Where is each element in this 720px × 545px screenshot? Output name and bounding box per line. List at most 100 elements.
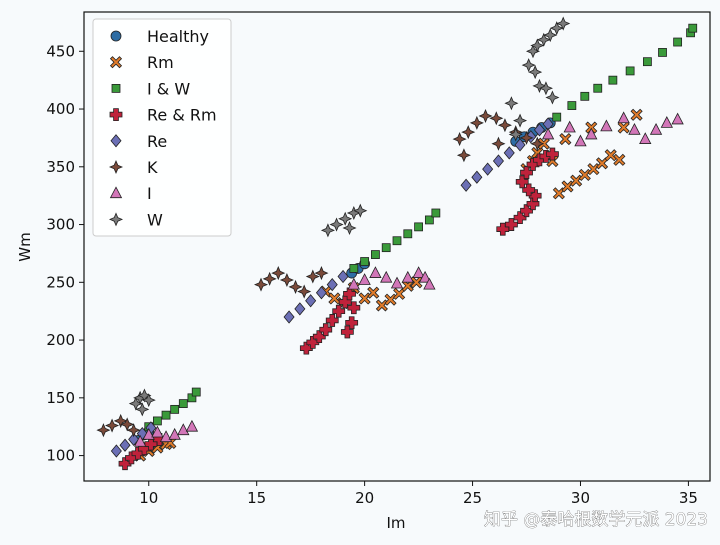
data-point [552,187,565,200]
data-point [345,316,359,330]
data-point [142,427,155,440]
data-point [521,58,536,73]
data-point [452,132,467,147]
data-point [578,168,591,181]
data-point [489,111,504,126]
data-point [559,133,572,146]
data-point [403,229,413,239]
legend-marker [108,159,124,175]
data-point [567,101,577,110]
data-point [393,287,406,300]
data-point [461,125,476,140]
data-point [545,90,560,105]
data-point [380,270,393,283]
data-point [332,304,346,318]
x-tick-label: 25 [463,489,482,507]
series-i-w [144,23,698,432]
data-point [649,122,663,135]
data-point [329,217,344,232]
data-point [271,266,286,281]
data-point [513,113,528,128]
data-point [585,121,598,134]
data-point [369,266,382,278]
legend-label: I & W [147,79,190,98]
data-point [532,78,547,93]
data-point [294,302,306,316]
data-point [508,127,523,142]
data-point [177,423,190,436]
y-axis-ticks: 100 150 200 250 300 350 400 450 [46,42,84,465]
data-point [514,138,526,152]
data-point [253,277,269,292]
data-point [279,272,294,288]
data-point [159,430,173,443]
legend-item: Re [110,132,167,151]
data-point [185,419,199,432]
data-point [306,335,320,349]
data-point [530,136,545,151]
data-point [673,37,683,47]
data-point [617,121,630,134]
data-point [161,410,171,420]
data-point [135,402,150,417]
data-point [505,218,518,231]
legend-item: Rm [109,53,174,72]
legend-marker [111,84,121,93]
data-point [314,266,329,281]
data-point [660,116,673,128]
data-point [340,325,354,339]
data-point [262,271,277,286]
y-tick-label: 450 [46,42,75,60]
data-point [325,314,339,327]
data-point [688,23,698,33]
x-axis-ticks: 10 15 20 25 30 35 [139,481,698,507]
data-point [513,211,527,225]
data-point [358,292,371,305]
legend-marker [110,30,122,42]
x-tick-label: 35 [679,489,698,507]
data-point [478,108,493,123]
data-point [375,299,388,312]
legend-label: Re [147,132,167,151]
data-point [151,425,164,438]
data-point [482,162,494,176]
y-tick-label: 250 [46,273,75,291]
data-point [546,147,559,161]
data-points [96,16,698,471]
data-point [305,294,317,308]
data-point [530,38,545,53]
data-point [110,444,122,458]
data-point [297,284,312,299]
data-point [538,81,553,96]
data-point [469,115,484,130]
data-point [312,330,326,344]
legend-item: K [108,158,158,177]
data-point [390,276,404,289]
data-point [561,180,574,193]
legend-item: I [109,184,152,203]
legend-marker [109,186,123,199]
data-point [343,287,356,301]
legend-item: Re & Rm [109,106,217,125]
data-point [541,127,555,140]
x-tick-label: 15 [247,489,266,507]
data-point [412,266,425,278]
series-k [96,108,545,438]
data-point [563,120,576,133]
data-point [337,269,349,284]
data-point [119,438,131,452]
data-point [574,134,587,147]
data-point [113,413,128,428]
data-point [608,75,618,85]
x-tick-label: 30 [571,489,590,507]
data-point [639,132,652,144]
legend-label: I [147,184,152,203]
data-point [128,432,140,447]
legend-box [92,18,232,237]
series-re-rm [118,147,559,471]
legend-marker [109,56,123,69]
data-point [384,293,397,306]
data-point [392,236,402,246]
data-point [460,178,472,192]
y-tick-label: 200 [46,331,75,349]
